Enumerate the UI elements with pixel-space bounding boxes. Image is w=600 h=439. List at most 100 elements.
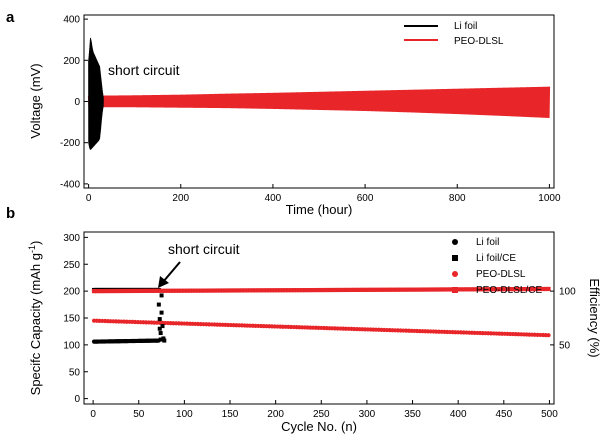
point: [158, 331, 163, 336]
point: [105, 288, 110, 294]
point: [267, 288, 272, 293]
point: [316, 287, 321, 293]
y-left-tick-label: 250: [63, 260, 80, 271]
point: [475, 287, 480, 292]
point: [116, 288, 121, 294]
point: [212, 288, 217, 293]
panel-b-legend: Li foil Li foil/CE PEO-DLSL PEO-DLSL/CE: [452, 237, 542, 296]
y-left-tick-label: 0: [74, 394, 80, 405]
point: [486, 287, 491, 292]
panel-b-y-axis-title-left: Specifc Capacity (mAh g-1): [27, 241, 43, 396]
point: [138, 288, 143, 294]
point: [302, 288, 307, 293]
point: [294, 288, 299, 293]
point: [119, 288, 124, 294]
point: [467, 287, 472, 292]
legend-label-li-foil-ce: Li foil/CE: [476, 253, 516, 264]
point: [338, 287, 343, 293]
point: [445, 287, 450, 292]
point: [535, 286, 540, 292]
legend-marker-li-foil-ce: [452, 255, 458, 261]
y-tick-label: -200: [60, 138, 80, 149]
point: [209, 288, 214, 293]
y-tick-label: 200: [63, 56, 80, 67]
legend-label-peo-dlsl-ce: PEO-DLSL/CE: [476, 285, 542, 296]
point: [313, 287, 318, 293]
x-tick-label: 400: [265, 193, 282, 204]
point: [420, 287, 425, 292]
point: [529, 286, 535, 292]
point: [540, 286, 546, 292]
point: [242, 288, 247, 293]
x-tick-label: 250: [313, 409, 330, 420]
series-peo-dlsl-ce: [91, 286, 551, 294]
point: [324, 287, 329, 293]
point: [239, 288, 244, 293]
point: [190, 288, 195, 293]
point: [300, 288, 305, 293]
legend-label-peo-dlsl: PEO-DLSL: [454, 36, 504, 47]
point: [283, 288, 288, 293]
point: [546, 286, 551, 292]
point: [393, 287, 398, 292]
point: [160, 324, 165, 329]
point: [310, 287, 316, 293]
point: [193, 288, 198, 293]
y-left-tick-label: 200: [63, 287, 80, 298]
point: [258, 288, 264, 293]
point: [253, 288, 258, 293]
legend-marker-peo-dlsl-ce: [452, 287, 458, 293]
point: [264, 288, 269, 293]
point: [439, 287, 444, 292]
point: [217, 288, 223, 293]
point: [278, 288, 283, 293]
point: [428, 287, 433, 292]
point: [538, 286, 543, 292]
point: [201, 288, 206, 293]
y-right-tick-label: 100: [559, 287, 576, 298]
point: [341, 287, 346, 293]
point: [206, 288, 212, 293]
point: [513, 287, 518, 292]
point: [519, 287, 524, 292]
y-left-tick-label: 50: [69, 367, 81, 378]
panel-a-x-axis-title: Time (hour): [286, 202, 353, 217]
point: [409, 287, 414, 292]
point: [472, 287, 477, 292]
point: [398, 287, 403, 292]
x-tick-label: 150: [222, 409, 239, 420]
point: [349, 287, 354, 293]
point: [319, 287, 324, 293]
point: [143, 288, 149, 293]
y-left-tick-label: 300: [63, 233, 80, 244]
point: [231, 288, 236, 293]
panel-a-annotation: short circuit: [108, 62, 180, 78]
panel-b-ticks: 0 50 100 150 200 250 300 350 400 450 500 0 50 100 150 2…: [63, 233, 576, 420]
point: [371, 287, 376, 292]
point: [102, 288, 108, 294]
panel-b-y-axis-title-right: Efficiency (%): [587, 278, 600, 357]
point: [141, 288, 146, 293]
point: [354, 287, 359, 292]
y-tick-label: 400: [63, 15, 80, 26]
point: [146, 288, 151, 293]
point: [491, 287, 496, 292]
point: [187, 288, 192, 293]
x-tick-label: 300: [359, 409, 376, 420]
point: [223, 288, 228, 293]
point: [390, 287, 395, 292]
arrow-head: [158, 276, 169, 288]
point: [330, 287, 335, 293]
point: [362, 287, 368, 292]
point: [269, 288, 275, 293]
panel-b-annotation: short circuit: [168, 241, 240, 257]
x-tick-label: 400: [450, 409, 467, 420]
point: [179, 288, 184, 293]
x-tick-label: 100: [176, 409, 193, 420]
x-tick-label: 350: [404, 409, 421, 420]
point: [477, 287, 483, 292]
point: [502, 287, 507, 292]
point: [162, 338, 167, 343]
point: [113, 288, 119, 294]
point: [508, 287, 513, 292]
